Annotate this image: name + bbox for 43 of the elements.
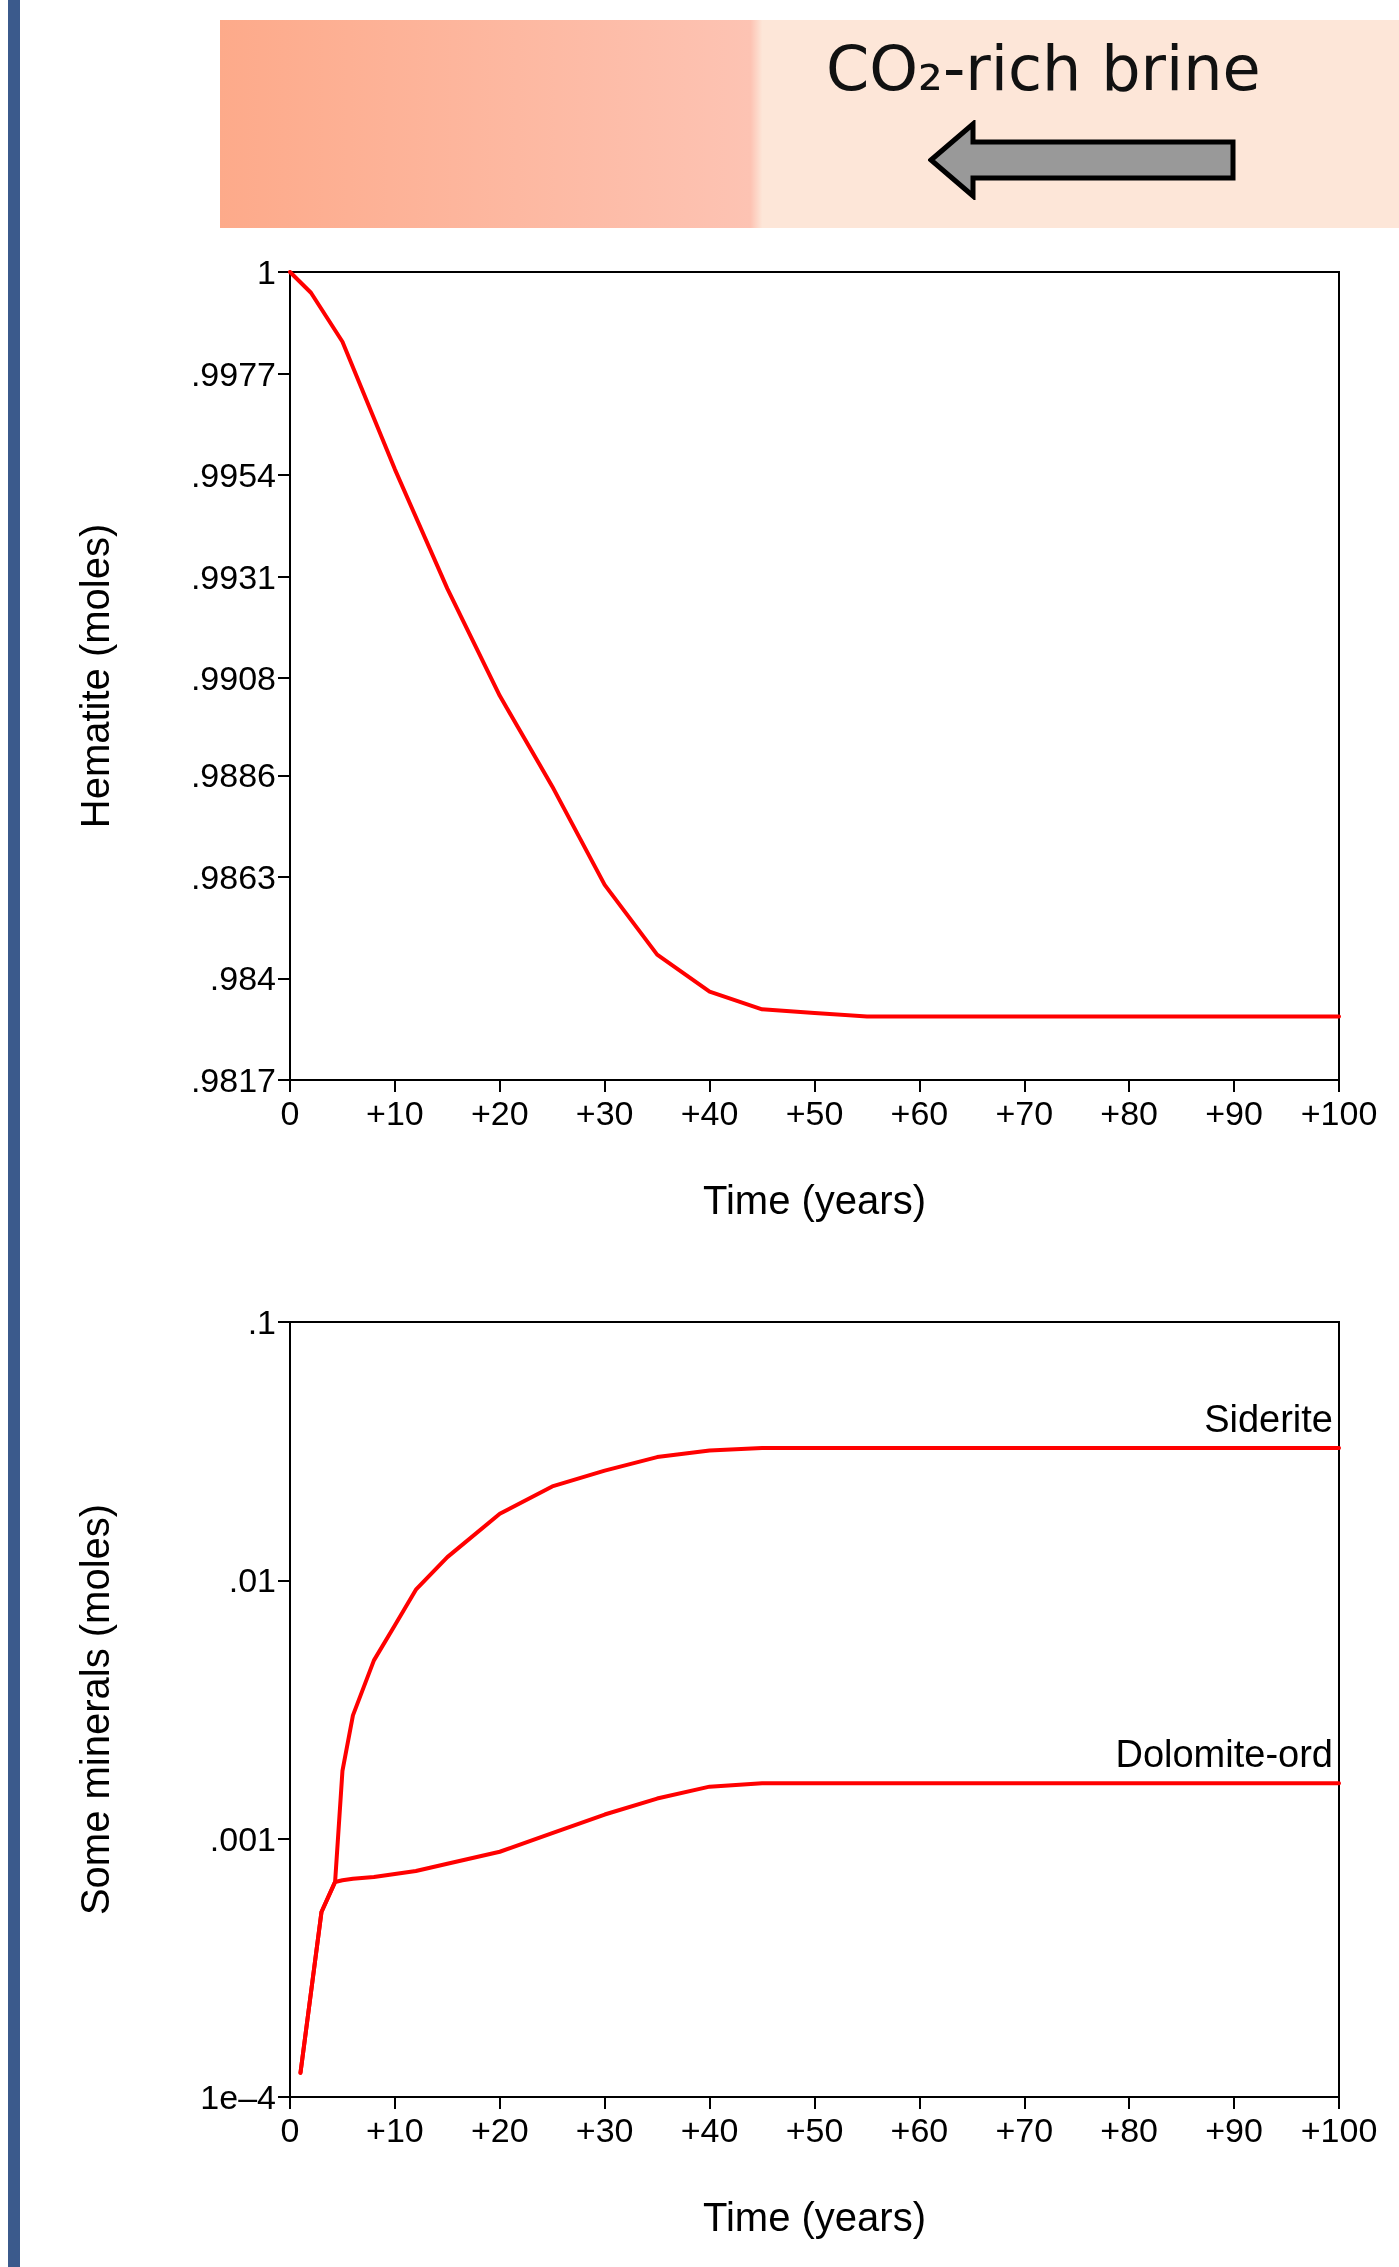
line-series (288, 270, 1341, 1019)
y-axis-title: Some minerals (moles) (73, 1503, 117, 1916)
y-tick-label: .001 (209, 1819, 276, 1858)
x-tick-label: +40 (680, 2111, 739, 2149)
x-tick-label: +100 (1300, 2111, 1378, 2149)
text: CO₂-rich brine (826, 32, 1261, 105)
y-tick-label: .9863 (190, 857, 276, 896)
y-tick-label: .9908 (190, 659, 276, 698)
series-label: Dolomite-ord (1115, 1733, 1333, 1776)
x-tick-label: 0 (280, 2111, 300, 2149)
x-tick-label: +30 (575, 1094, 634, 1132)
x-tick-label: +20 (470, 1094, 529, 1132)
x-tick-label: +20 (470, 2111, 529, 2149)
x-tick-label: +80 (1100, 2111, 1159, 2149)
y-axis-title: Hematite (moles) (73, 523, 117, 829)
y-tick-label: .9817 (190, 1061, 276, 1099)
x-tick-label: +50 (785, 1094, 844, 1132)
y-tick-label: .9977 (190, 354, 276, 393)
x-tick-label: +90 (1205, 1094, 1263, 1132)
x-tick-label: +10 (366, 1094, 424, 1132)
x-tick-label: +90 (1205, 2111, 1263, 2149)
x-tick-label: +10 (366, 2111, 424, 2149)
y-tick-label: .1 (247, 1303, 276, 1341)
y-tick-label: .9954 (190, 456, 276, 495)
x-tick-label: +70 (995, 2111, 1054, 2149)
x-tick-label: +50 (785, 2111, 844, 2149)
x-tick-label: 0 (280, 1094, 300, 1132)
y-tick-label: .01 (228, 1561, 276, 1600)
x-tick-label: +60 (890, 1094, 949, 1132)
x-tick-label: +70 (995, 1094, 1054, 1132)
x-tick-label: +60 (890, 2111, 949, 2149)
x-tick-label: +30 (575, 2111, 634, 2149)
y-tick-label: .9886 (190, 756, 276, 795)
x-axis-title: Time (years) (703, 1178, 926, 1222)
x-tick-label: +40 (680, 1094, 739, 1132)
x-axis-title: Time (years) (703, 2195, 926, 2239)
x-tick-label: +80 (1100, 1094, 1159, 1132)
x-tick-label: +100 (1300, 1094, 1378, 1132)
y-tick-label: 1e–4 (200, 2078, 276, 2116)
series-label: Siderite (1204, 1398, 1333, 1441)
y-tick-label: 1 (257, 253, 276, 291)
y-tick-label: .984 (209, 959, 276, 998)
y-tick-label: .9931 (190, 557, 276, 596)
